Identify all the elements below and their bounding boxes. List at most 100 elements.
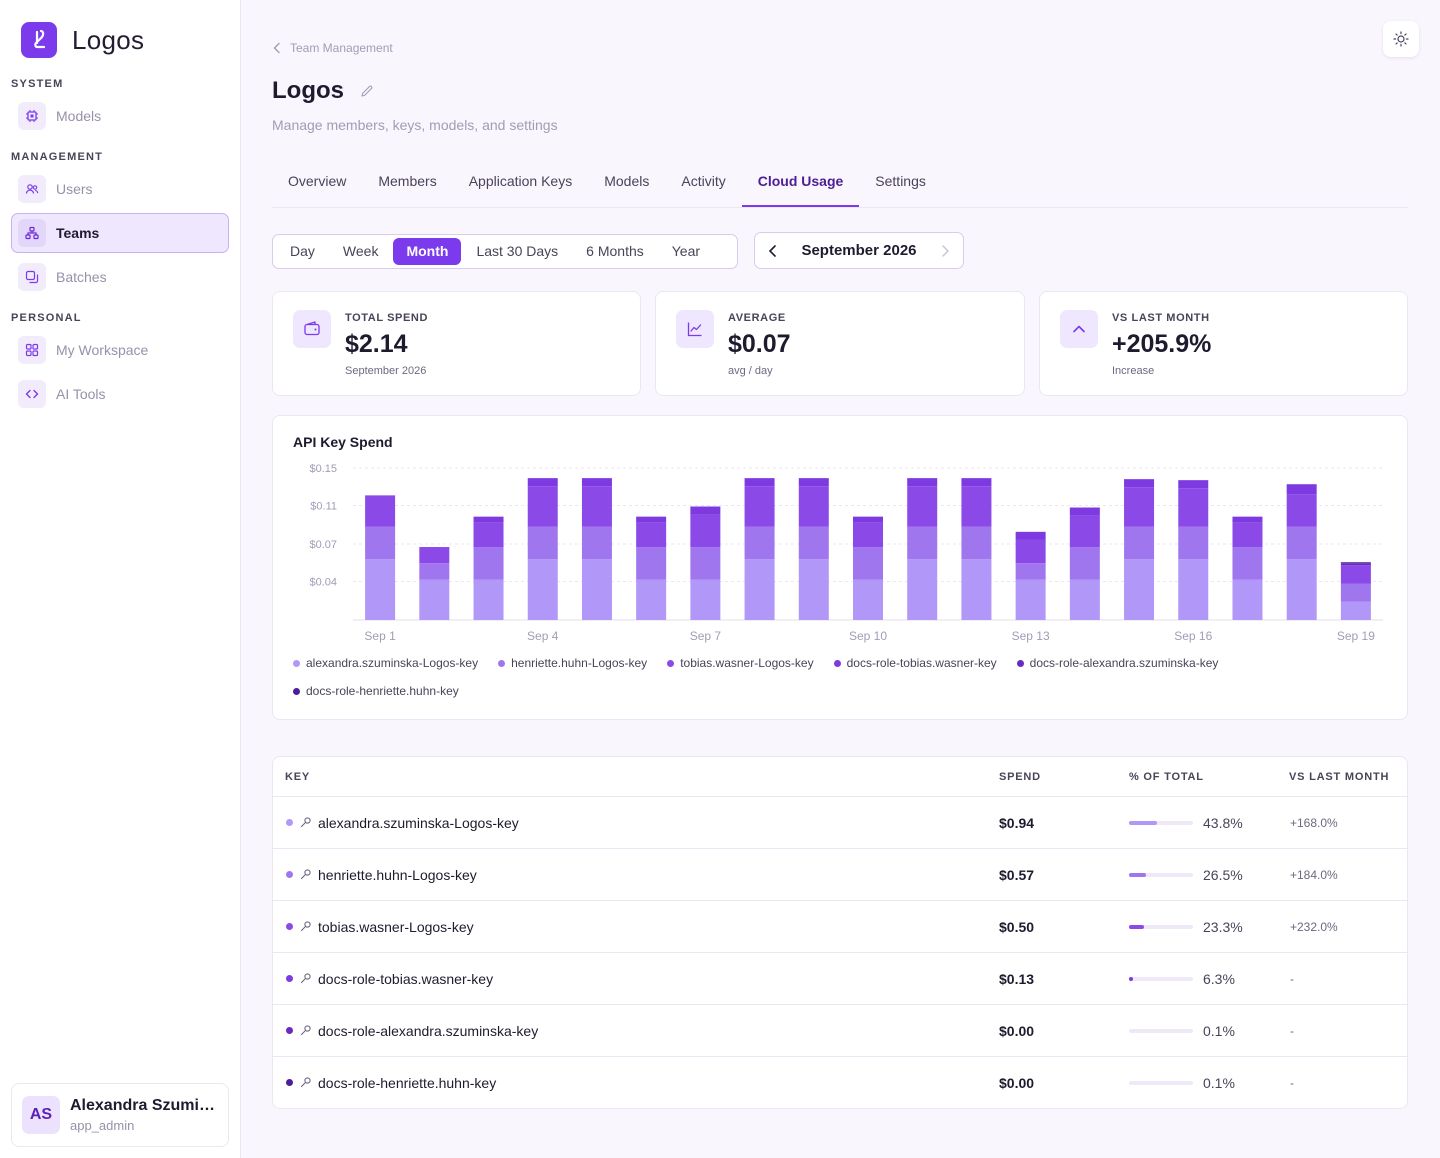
bar-segment[interactable] [961, 526, 992, 560]
bar-segment[interactable] [1232, 579, 1263, 620]
bar-segment[interactable] [961, 486, 992, 527]
bar-segment[interactable] [798, 559, 829, 620]
bar-segment[interactable] [1340, 562, 1371, 564]
table-row[interactable]: docs-role-alexandra.szuminska-key $0.00 0.… [273, 1005, 1407, 1057]
bar-segment[interactable] [1015, 531, 1046, 540]
bar-segment[interactable] [1178, 488, 1209, 527]
bar-segment[interactable] [1124, 487, 1155, 527]
tab-overview[interactable]: Overview [288, 173, 347, 189]
bar-segment[interactable] [1286, 494, 1317, 527]
tab-cloud-usage[interactable]: Cloud Usage [741, 162, 860, 207]
bar-segment[interactable] [473, 516, 504, 523]
bar-segment[interactable] [907, 478, 938, 487]
table-row[interactable]: tobias.wasner-Logos-key $0.50 23.3% +232.0% [273, 901, 1407, 953]
legend-item[interactable]: docs-role-alexandra.szuminska-key [1016, 656, 1218, 670]
bar-segment[interactable] [1124, 559, 1155, 620]
bar-segment[interactable] [1340, 601, 1371, 620]
bar-segment[interactable] [690, 579, 721, 620]
bar-segment[interactable] [1015, 539, 1046, 564]
bar-segment[interactable] [1124, 479, 1155, 488]
bar-segment[interactable] [636, 522, 667, 548]
bar-segment[interactable] [419, 547, 450, 564]
bar-segment[interactable] [581, 559, 612, 620]
column-header-key[interactable]: KEY [285, 771, 311, 783]
sidebar-item-batches[interactable]: Batches [11, 257, 229, 297]
tab-members[interactable]: Members [378, 173, 437, 189]
table-row[interactable]: alexandra.szuminska-Logos-key $0.94 43.8% +… [273, 797, 1407, 849]
bar-segment[interactable] [690, 514, 721, 548]
bar-segment[interactable] [1340, 583, 1371, 602]
bar-segment[interactable] [853, 522, 883, 548]
legend-item[interactable]: tobias.wasner-Logos-key [667, 656, 814, 670]
brand[interactable]: Logos [21, 22, 144, 58]
bar-segment[interactable] [907, 486, 938, 527]
sidebar-item-teams[interactable]: Teams [11, 213, 229, 253]
bar-segment[interactable] [419, 579, 450, 620]
theme-toggle-button[interactable] [1383, 21, 1419, 57]
bar-segment[interactable] [744, 526, 775, 560]
bar-segment[interactable] [1340, 563, 1371, 566]
bar-segment[interactable] [527, 559, 558, 620]
bar-segment[interactable] [1069, 579, 1100, 620]
bar-segment[interactable] [1124, 526, 1155, 560]
sidebar-item-models[interactable]: Models [11, 96, 229, 136]
edit-pencil-icon[interactable] [360, 84, 374, 103]
range-month-button[interactable]: Month [393, 238, 462, 265]
bar-segment[interactable] [798, 486, 829, 527]
legend-item[interactable]: docs-role-tobias.wasner-key [833, 656, 997, 670]
bar-segment[interactable] [853, 516, 883, 523]
bar-segment[interactable] [636, 579, 667, 620]
bar-segment[interactable] [1069, 547, 1100, 580]
next-period-button[interactable] [939, 244, 951, 258]
sidebar-item-ai-tools[interactable]: AI Tools [11, 374, 229, 414]
range-day-button[interactable]: Day [290, 243, 315, 259]
sidebar-item-users[interactable]: Users [11, 169, 229, 209]
table-row[interactable]: docs-role-henriette.huhn-key $0.00 0.1% - [273, 1057, 1407, 1108]
bar-segment[interactable] [961, 478, 992, 487]
bar-segment[interactable] [853, 579, 883, 620]
bar-segment[interactable] [1069, 507, 1100, 516]
column-header-spend[interactable]: SPEND [999, 771, 1041, 783]
bar-segment[interactable] [473, 547, 504, 580]
bar-segment[interactable] [473, 522, 504, 548]
column-header-pct[interactable]: % OF TOTAL [1129, 771, 1204, 783]
bar-segment[interactable] [1232, 547, 1263, 580]
bar-segment[interactable] [690, 547, 721, 580]
bar-segment[interactable] [907, 559, 938, 620]
table-row[interactable]: docs-role-tobias.wasner-key $0.13 6.3% - [273, 953, 1407, 1005]
bar-segment[interactable] [1286, 484, 1317, 495]
bar-segment[interactable] [853, 547, 883, 580]
bar-segment[interactable] [1232, 522, 1263, 548]
user-profile-card[interactable]: AS Alexandra Szuminska app_admin [11, 1083, 229, 1147]
bar-segment[interactable] [473, 579, 504, 620]
tab-settings[interactable]: Settings [875, 173, 926, 189]
bar-segment[interactable] [1232, 516, 1263, 523]
bar-segment[interactable] [527, 486, 558, 527]
bar-segment[interactable] [636, 547, 667, 580]
bar-segment[interactable] [1286, 559, 1317, 620]
bar-segment[interactable] [1178, 559, 1209, 620]
range-last-30-days-button[interactable]: Last 30 Days [476, 243, 559, 259]
table-row[interactable]: henriette.huhn-Logos-key $0.57 26.5% +184.0… [273, 849, 1407, 901]
range-year-button[interactable]: Year [671, 243, 701, 259]
bar-segment[interactable] [798, 478, 829, 487]
bar-segment[interactable] [527, 526, 558, 560]
legend-item[interactable]: henriette.huhn-Logos-key [498, 656, 647, 670]
bar-segment[interactable] [744, 486, 775, 527]
bar-segment[interactable] [1178, 480, 1209, 489]
bar-segment[interactable] [1015, 579, 1046, 620]
bar-segment[interactable] [581, 526, 612, 560]
range-6-months-button[interactable]: 6 Months [586, 243, 644, 259]
breadcrumb[interactable]: Team Management [272, 41, 393, 55]
legend-item[interactable]: alexandra.szuminska-Logos-key [293, 656, 478, 670]
bar-segment[interactable] [527, 478, 558, 487]
bar-segment[interactable] [961, 559, 992, 620]
bar-segment[interactable] [1015, 563, 1046, 580]
bar-segment[interactable] [365, 526, 396, 560]
bar-segment[interactable] [1340, 565, 1371, 584]
bar-segment[interactable] [365, 495, 396, 527]
bar-segment[interactable] [744, 559, 775, 620]
tab-activity[interactable]: Activity [681, 173, 726, 189]
bar-segment[interactable] [581, 478, 612, 487]
bar-segment[interactable] [581, 486, 612, 527]
